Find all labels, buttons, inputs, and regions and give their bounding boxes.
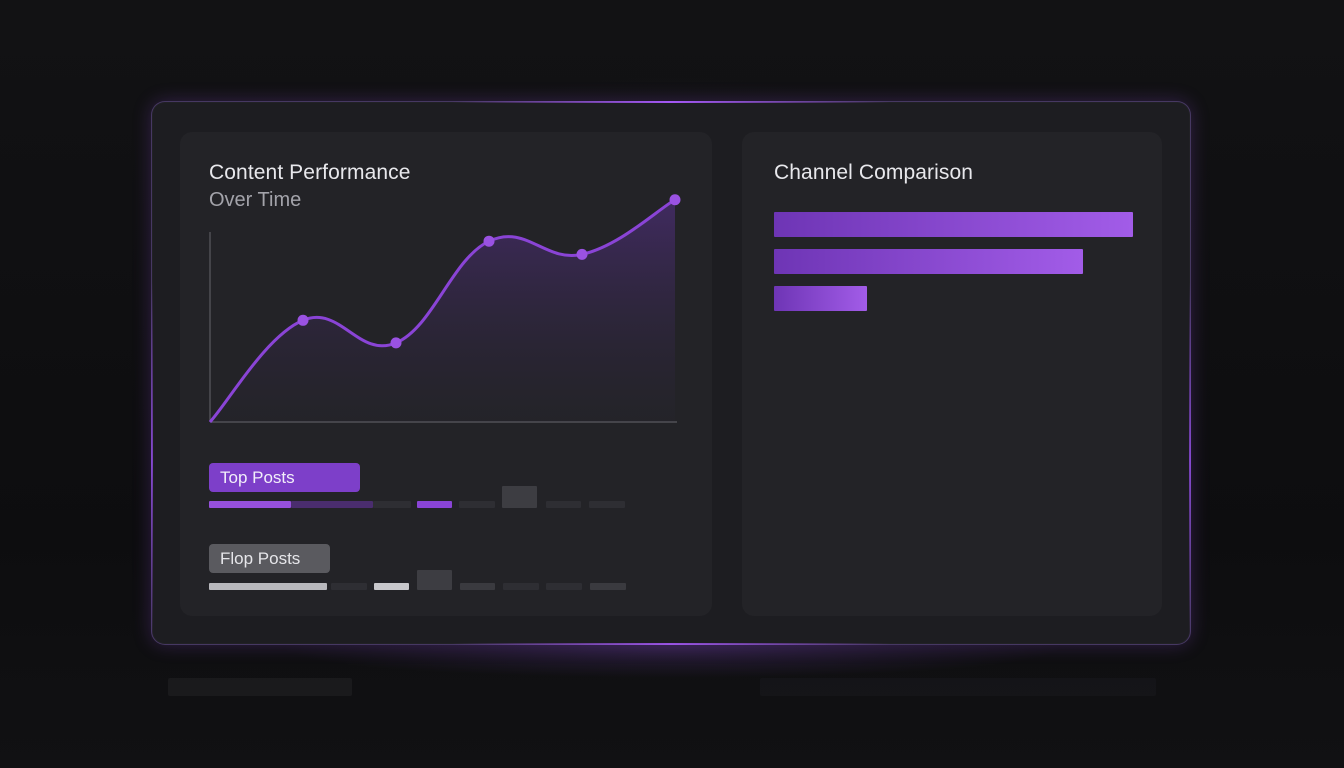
- flop-posts-label[interactable]: Flop Posts: [209, 544, 330, 573]
- channel-bar[interactable]: [774, 249, 1083, 274]
- channel-bar[interactable]: [774, 286, 867, 311]
- strip-segment: [546, 501, 581, 508]
- strip-segment: [459, 501, 495, 508]
- area-fill: [210, 200, 675, 422]
- data-point[interactable]: [484, 236, 495, 247]
- flop-posts-strip: [209, 570, 629, 590]
- card-title: Channel Comparison: [774, 161, 973, 185]
- strip-segment: [460, 583, 495, 590]
- data-point[interactable]: [298, 315, 309, 326]
- frame-glow-edge: [151, 282, 153, 642]
- strip-segment: [209, 583, 327, 590]
- strip-segment: [502, 486, 537, 508]
- frame-glow-edge: [1189, 282, 1191, 642]
- strip-segment: [590, 583, 626, 590]
- strip-segment: [209, 501, 291, 508]
- data-point[interactable]: [391, 337, 402, 348]
- strip-segment: [374, 583, 409, 590]
- strip-segment: [546, 583, 582, 590]
- reflection: [760, 678, 1156, 696]
- strip-segment: [331, 583, 367, 590]
- strip-segment: [417, 570, 452, 590]
- strip-segment: [291, 501, 373, 508]
- strip-segment: [589, 501, 625, 508]
- performance-line-chart: [180, 132, 712, 432]
- channel-comparison-card: Channel Comparison: [742, 132, 1162, 616]
- strip-segment: [417, 501, 452, 508]
- floor-glow: [150, 640, 1194, 710]
- strip-segment: [373, 501, 411, 508]
- top-posts-strip: [209, 486, 629, 508]
- data-point[interactable]: [577, 249, 588, 260]
- channel-bar[interactable]: [774, 212, 1133, 237]
- data-point[interactable]: [670, 194, 681, 205]
- strip-segment: [503, 583, 539, 590]
- content-performance-card: Content Performance Over Time Top Posts: [180, 132, 712, 616]
- dashboard-frame: Content Performance Over Time Top Posts: [151, 101, 1191, 645]
- reflection: [168, 678, 352, 696]
